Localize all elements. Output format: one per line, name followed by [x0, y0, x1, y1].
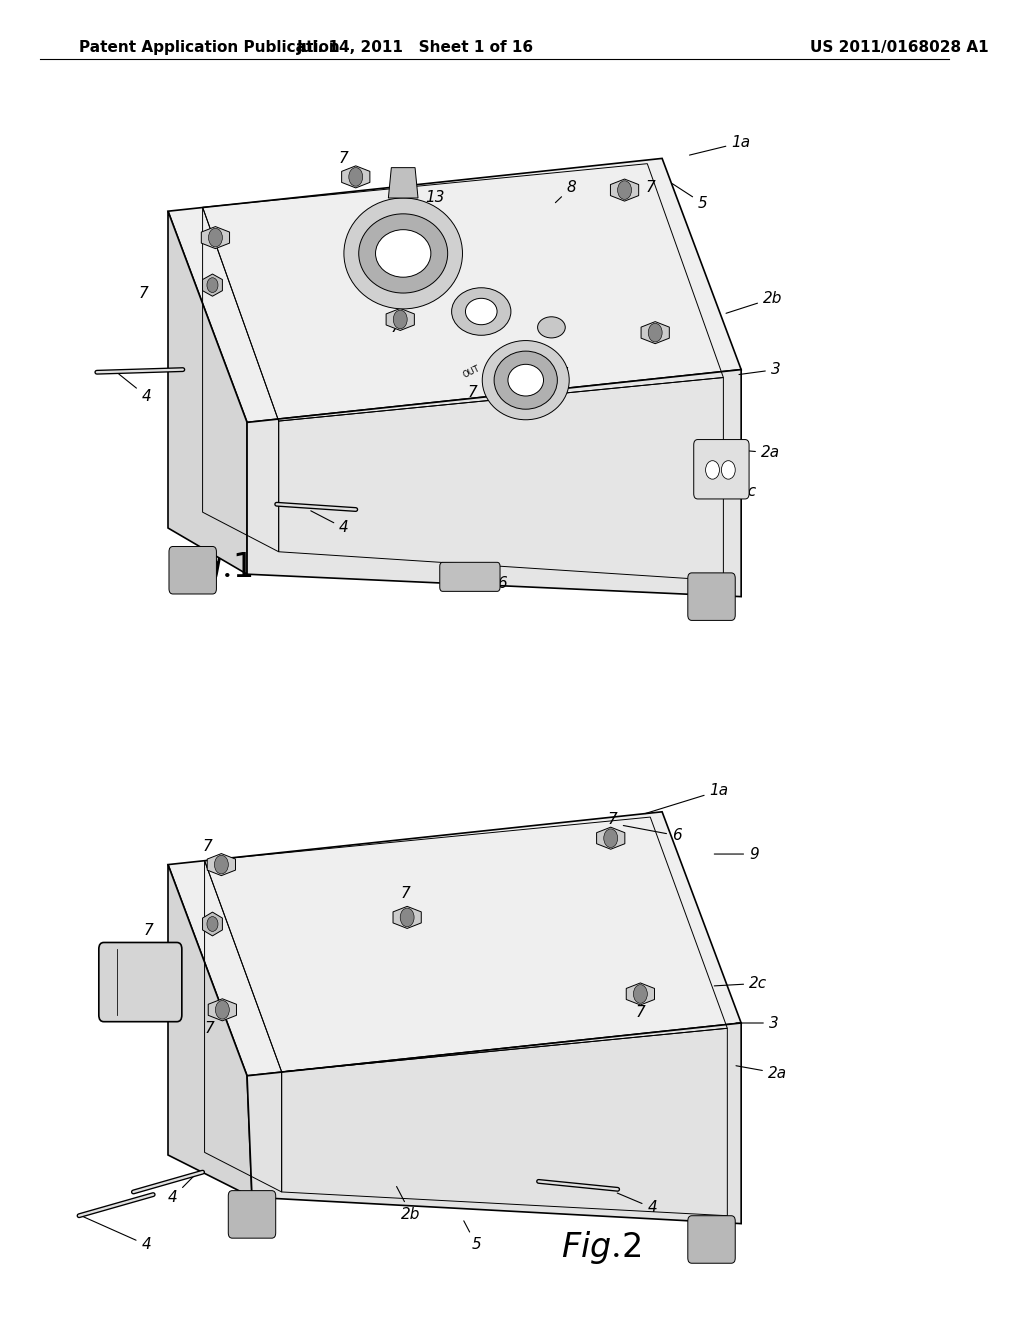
- Text: 6: 6: [624, 825, 682, 843]
- Polygon shape: [342, 166, 370, 187]
- Text: 7: 7: [138, 285, 148, 301]
- Polygon shape: [610, 180, 639, 201]
- Text: 7: 7: [339, 150, 349, 166]
- Circle shape: [349, 168, 362, 186]
- Circle shape: [604, 829, 617, 847]
- Text: 4: 4: [311, 511, 349, 536]
- Circle shape: [393, 310, 408, 329]
- Ellipse shape: [376, 230, 431, 277]
- Circle shape: [648, 323, 663, 342]
- Polygon shape: [207, 854, 236, 875]
- Text: 2c: 2c: [715, 975, 767, 991]
- Text: 3: 3: [739, 362, 780, 378]
- Circle shape: [634, 985, 647, 1003]
- Polygon shape: [627, 983, 654, 1005]
- Circle shape: [209, 228, 222, 247]
- Text: 2a: 2a: [736, 1065, 787, 1081]
- Ellipse shape: [466, 298, 497, 325]
- Text: $\it{Fig}$.$\it{2}$: $\it{Fig}$.$\it{2}$: [561, 1229, 641, 1266]
- Text: Jul. 14, 2011   Sheet 1 of 16: Jul. 14, 2011 Sheet 1 of 16: [297, 40, 534, 55]
- Polygon shape: [168, 211, 247, 574]
- Text: 2b: 2b: [726, 290, 782, 313]
- Polygon shape: [247, 370, 741, 597]
- Polygon shape: [641, 322, 670, 343]
- Text: 7: 7: [205, 1020, 214, 1036]
- Circle shape: [207, 916, 218, 932]
- Text: $\it{Fig}$.$\it{1}$: $\it{Fig}$.$\it{1}$: [172, 549, 253, 586]
- Text: 1a: 1a: [689, 135, 751, 156]
- Text: 4: 4: [119, 374, 152, 404]
- Text: US 2011/0168028 A1: US 2011/0168028 A1: [810, 40, 989, 55]
- Ellipse shape: [344, 198, 463, 309]
- Text: 14: 14: [528, 367, 570, 383]
- Text: 2a: 2a: [726, 445, 780, 461]
- Text: 7: 7: [400, 886, 410, 902]
- FancyBboxPatch shape: [688, 1216, 735, 1263]
- Polygon shape: [202, 227, 229, 248]
- Circle shape: [400, 908, 414, 927]
- Text: 7: 7: [203, 838, 212, 854]
- FancyBboxPatch shape: [169, 546, 216, 594]
- Text: 7: 7: [645, 180, 655, 195]
- Text: 6: 6: [473, 576, 507, 591]
- Ellipse shape: [358, 214, 447, 293]
- Text: 3: 3: [736, 1015, 778, 1031]
- Text: 8: 8: [555, 180, 577, 203]
- Text: OUT: OUT: [462, 364, 481, 380]
- Polygon shape: [168, 812, 741, 1076]
- Polygon shape: [386, 309, 415, 330]
- Ellipse shape: [538, 317, 565, 338]
- Text: 5: 5: [464, 1221, 481, 1253]
- Circle shape: [706, 461, 720, 479]
- Polygon shape: [168, 158, 741, 422]
- Polygon shape: [203, 912, 222, 936]
- Text: 7: 7: [468, 384, 477, 400]
- Text: 2c: 2c: [702, 479, 758, 499]
- Text: 4: 4: [168, 1173, 196, 1205]
- Circle shape: [215, 1001, 229, 1019]
- Text: 2b: 2b: [396, 1187, 421, 1222]
- Polygon shape: [168, 865, 252, 1197]
- Ellipse shape: [495, 351, 557, 409]
- Text: 1a: 1a: [645, 783, 729, 813]
- Text: 7: 7: [636, 1005, 645, 1020]
- Text: 7: 7: [390, 319, 400, 335]
- Text: 5: 5: [673, 183, 708, 211]
- Circle shape: [721, 461, 735, 479]
- Text: 4: 4: [617, 1193, 657, 1216]
- Ellipse shape: [482, 341, 569, 420]
- Ellipse shape: [508, 364, 544, 396]
- FancyBboxPatch shape: [693, 440, 750, 499]
- Text: 4: 4: [84, 1217, 152, 1253]
- Text: 7: 7: [645, 325, 655, 341]
- Text: Patent Application Publication: Patent Application Publication: [79, 40, 340, 55]
- Polygon shape: [247, 1023, 741, 1224]
- Text: 13: 13: [404, 190, 444, 248]
- Polygon shape: [203, 275, 222, 296]
- Text: 7: 7: [143, 923, 154, 939]
- Text: 9: 9: [715, 846, 759, 862]
- FancyBboxPatch shape: [99, 942, 182, 1022]
- FancyBboxPatch shape: [688, 573, 735, 620]
- Circle shape: [214, 855, 228, 874]
- Polygon shape: [393, 907, 421, 928]
- Text: 7: 7: [608, 812, 617, 828]
- Ellipse shape: [452, 288, 511, 335]
- Circle shape: [207, 277, 218, 293]
- FancyBboxPatch shape: [228, 1191, 275, 1238]
- Polygon shape: [388, 168, 418, 198]
- Polygon shape: [208, 999, 237, 1020]
- Circle shape: [617, 181, 632, 199]
- FancyBboxPatch shape: [439, 562, 500, 591]
- Polygon shape: [597, 828, 625, 849]
